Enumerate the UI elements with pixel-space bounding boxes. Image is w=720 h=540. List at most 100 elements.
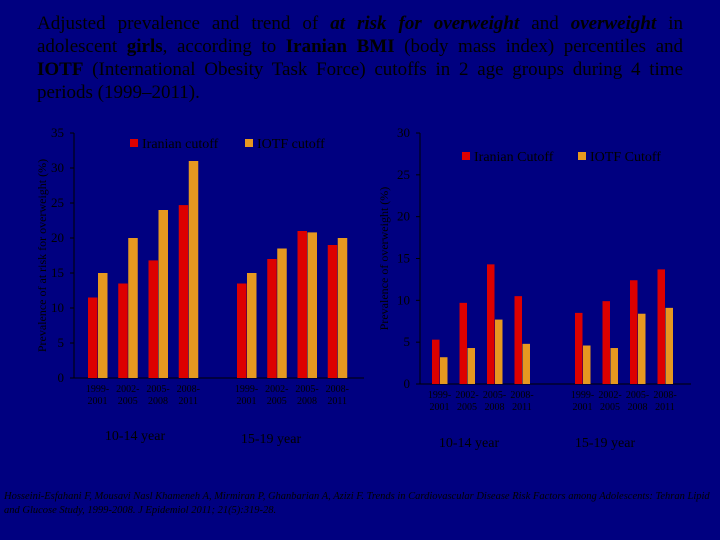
bar (88, 297, 98, 378)
legend-label: Iranian cutoff (142, 137, 219, 152)
title-term-iotf: IOTF (37, 59, 84, 80)
legend-label: IOTF Cutoff (590, 150, 661, 165)
bar (337, 238, 348, 378)
bar (467, 348, 475, 384)
y-tick-label: 30 (51, 160, 64, 175)
bar (267, 259, 277, 378)
x-tick-label: 2008 (485, 402, 505, 413)
x-tick-label: 2008 (628, 402, 648, 413)
bar (665, 307, 673, 384)
bar (327, 245, 338, 378)
x-tick-label: 2011 (327, 396, 347, 407)
x-tick-label: 2008 (297, 396, 317, 407)
bar (98, 273, 108, 378)
y-tick-label: 15 (51, 265, 64, 280)
bar (128, 238, 138, 378)
bar (297, 231, 307, 378)
citation: Hosseini-Esfahani F, Mousavi Nasl Khamen… (4, 491, 710, 516)
y-tick-label: 0 (58, 370, 65, 385)
legend-swatch (462, 152, 470, 160)
legend-label: IOTF cutoff (257, 137, 325, 152)
title-text: and (519, 13, 571, 34)
title-term-at-risk: at risk for overweight (330, 13, 520, 34)
x-tick-label: 2008- (177, 384, 200, 395)
bar (247, 273, 257, 378)
bar (118, 283, 128, 378)
x-tick-label: 2001 (88, 396, 108, 407)
bar (188, 161, 199, 378)
y-tick-label: 0 (404, 376, 411, 391)
title-term-girls: girls (126, 36, 163, 57)
bar (307, 232, 317, 378)
bar (522, 343, 530, 384)
x-tick-label: 2001 (430, 402, 450, 413)
x-tick-label: 1999- (235, 384, 258, 395)
bar (514, 296, 522, 384)
x-tick-label: 2011 (178, 396, 198, 407)
title-text: , according to (162, 36, 286, 57)
title-text: (International Obesity Task Force) cutof… (37, 59, 683, 103)
x-tick-label: 2005- (626, 390, 649, 401)
bar (610, 348, 618, 384)
group-label: 15-19 year (241, 432, 302, 447)
x-tick-label: 2005- (483, 390, 506, 401)
x-tick-label: 2002- (265, 384, 288, 395)
y-tick-label: 20 (51, 230, 64, 245)
x-tick-label: 2005- (295, 384, 318, 395)
y-axis-label: Prevalence of at risk for overweight (%) (35, 159, 49, 352)
x-tick-label: 2001 (573, 402, 593, 413)
x-tick-label: 2008 (148, 396, 168, 407)
group-label: 10-14 year (105, 429, 166, 444)
bar (148, 260, 158, 378)
title-text: Adjusted prevalence and trend of (37, 13, 331, 34)
x-tick-label: 1999- (86, 384, 109, 395)
slide-title: Adjusted prevalence and trend of at risk… (37, 12, 683, 104)
y-axis-label: Prevalence of overweight (%) (377, 187, 391, 331)
legend-swatch (245, 139, 253, 147)
group-label: 15-19 year (575, 436, 636, 451)
y-tick-label: 10 (397, 292, 410, 307)
x-tick-label: 2008- (653, 390, 676, 401)
bar (459, 302, 467, 384)
legend-swatch (578, 152, 586, 160)
x-tick-label: 2002- (455, 390, 478, 401)
x-tick-label: 2011 (512, 402, 532, 413)
x-tick-label: 2008- (326, 384, 349, 395)
x-tick-label: 2011 (655, 402, 675, 413)
y-tick-label: 35 (51, 125, 64, 140)
x-tick-label: 2005 (600, 402, 620, 413)
bar (638, 313, 646, 384)
bar (583, 345, 591, 384)
x-tick-label: 2002- (116, 384, 139, 395)
title-text: (body mass index) percentiles and (394, 36, 684, 57)
bar (657, 269, 665, 384)
bar (237, 283, 247, 378)
y-tick-label: 10 (51, 300, 64, 315)
y-tick-label: 5 (404, 334, 411, 349)
group-label: 10-14 year (439, 436, 500, 451)
bar (277, 248, 287, 378)
bar (575, 312, 583, 384)
x-tick-label: 1999- (428, 390, 451, 401)
x-tick-label: 1999- (571, 390, 594, 401)
bar (630, 280, 638, 384)
x-tick-label: 2005 (267, 396, 287, 407)
x-tick-label: 2002- (598, 390, 621, 401)
y-tick-label: 15 (397, 251, 410, 266)
legend-swatch (130, 139, 138, 147)
y-tick-label: 30 (397, 125, 410, 140)
x-tick-label: 2008- (510, 390, 533, 401)
bar (178, 205, 189, 378)
x-tick-label: 2005- (146, 384, 169, 395)
bar (440, 357, 448, 384)
y-tick-label: 25 (397, 167, 410, 182)
bar (432, 339, 440, 384)
legend-label: Iranian Cutoff (474, 150, 554, 165)
x-tick-label: 2005 (457, 402, 477, 413)
title-term-overweight: overweight (570, 13, 657, 34)
bar (602, 301, 610, 384)
x-tick-label: 2001 (237, 396, 257, 407)
y-tick-label: 5 (58, 335, 65, 350)
bar (158, 210, 168, 378)
